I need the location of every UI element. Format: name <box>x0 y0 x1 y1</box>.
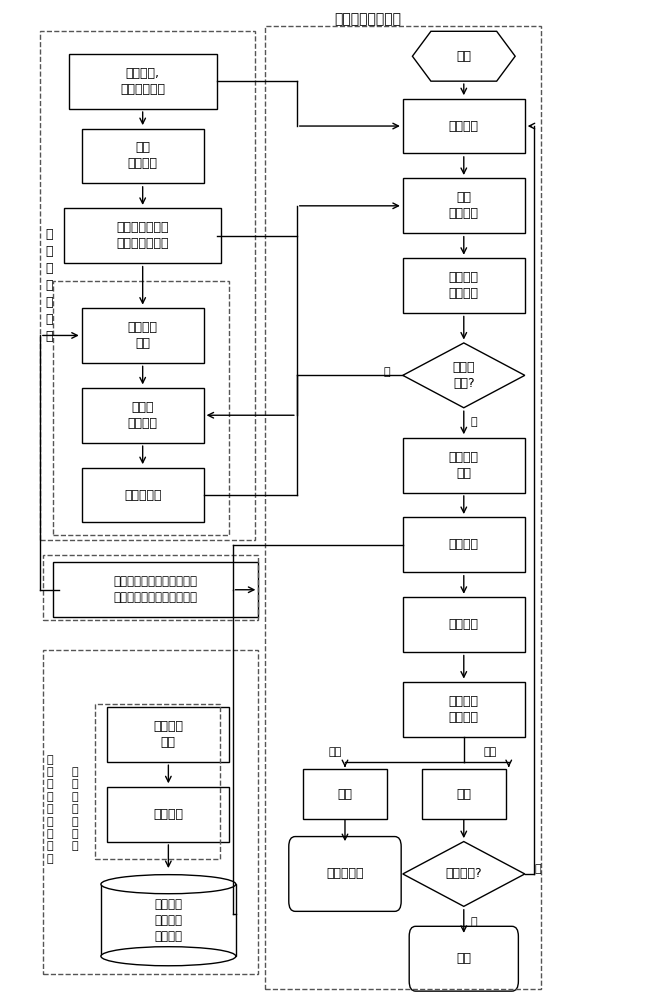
FancyBboxPatch shape <box>402 258 525 313</box>
FancyBboxPatch shape <box>82 308 204 363</box>
FancyBboxPatch shape <box>303 769 387 819</box>
Text: 添加
特征标识: 添加 特征标识 <box>128 141 157 170</box>
Bar <box>101 884 236 956</box>
Text: 数
控
程
序
预
处
理: 数 控 程 序 预 处 理 <box>46 228 54 343</box>
Ellipse shape <box>101 875 236 894</box>
Text: 数控加工
状态辨识: 数控加工 状态辨识 <box>449 695 479 724</box>
Text: 正常: 正常 <box>456 788 471 801</box>
Text: 零件编程,
生成数控程序: 零件编程, 生成数控程序 <box>120 67 165 96</box>
Text: 判断加工
特征标识: 判断加工 特征标识 <box>449 271 479 300</box>
FancyBboxPatch shape <box>82 388 204 443</box>
FancyBboxPatch shape <box>82 468 204 522</box>
FancyBboxPatch shape <box>69 54 217 109</box>
Text: 异常: 异常 <box>337 788 352 801</box>
Text: 新加工
特征?: 新加工 特征? <box>453 361 475 390</box>
Text: 新数控程序: 新数控程序 <box>124 489 161 502</box>
Text: 数据处理: 数据处理 <box>449 538 479 551</box>
Ellipse shape <box>101 947 236 966</box>
FancyBboxPatch shape <box>402 597 525 652</box>
FancyBboxPatch shape <box>409 926 519 991</box>
Text: 记录并标识监测信号并加入
加工特征监测信号及阈值库: 记录并标识监测信号并加入 加工特征监测信号及阈值库 <box>114 575 197 604</box>
FancyBboxPatch shape <box>82 129 204 183</box>
Text: 典
型
加
工
特
征
监
测
立: 典 型 加 工 特 征 监 测 立 <box>46 755 53 864</box>
Text: 加工完成?: 加工完成? <box>446 867 482 880</box>
Text: 加工特征
监测信号
及阈值库: 加工特征 监测信号 及阈值库 <box>154 898 183 943</box>
FancyBboxPatch shape <box>422 769 506 819</box>
FancyBboxPatch shape <box>402 99 525 153</box>
FancyBboxPatch shape <box>402 517 525 572</box>
Text: 标记新
加工特征: 标记新 加工特征 <box>128 401 157 430</box>
Text: 异常: 异常 <box>328 747 342 757</box>
Text: 获取
监测信号: 获取 监测信号 <box>449 191 479 220</box>
FancyBboxPatch shape <box>402 438 525 493</box>
FancyBboxPatch shape <box>289 837 401 911</box>
FancyBboxPatch shape <box>107 787 230 842</box>
Polygon shape <box>402 343 525 408</box>
Text: 正常: 正常 <box>483 747 496 757</box>
Text: 信
号
及
阈
值
库
建: 信 号 及 阈 值 库 建 <box>72 767 79 851</box>
Text: 切削实验: 切削实验 <box>154 808 183 821</box>
Text: 是: 是 <box>470 917 477 927</box>
FancyBboxPatch shape <box>402 178 525 233</box>
Text: 是: 是 <box>383 367 390 377</box>
Text: 加工特征
判断: 加工特征 判断 <box>449 451 479 480</box>
Polygon shape <box>402 842 525 906</box>
Text: 开始: 开始 <box>456 50 471 63</box>
Text: 否: 否 <box>535 864 541 874</box>
Text: 报警或停机: 报警或停机 <box>326 867 364 880</box>
Text: 数据比对: 数据比对 <box>449 618 479 631</box>
FancyBboxPatch shape <box>64 208 221 263</box>
Text: 典型加工
特征: 典型加工 特征 <box>154 720 183 749</box>
Text: 生成添加过特征
标识的数控程序: 生成添加过特征 标识的数控程序 <box>117 221 169 250</box>
Text: 数控加工状态监控: 数控加工状态监控 <box>334 12 401 26</box>
FancyBboxPatch shape <box>107 707 230 762</box>
FancyBboxPatch shape <box>53 562 258 617</box>
Text: 结束: 结束 <box>456 952 471 965</box>
Text: 加工特征
匹配: 加工特征 匹配 <box>128 321 157 350</box>
Text: 数控加工: 数控加工 <box>449 120 479 133</box>
Polygon shape <box>412 31 515 81</box>
Text: 否: 否 <box>470 417 477 427</box>
FancyBboxPatch shape <box>402 682 525 737</box>
